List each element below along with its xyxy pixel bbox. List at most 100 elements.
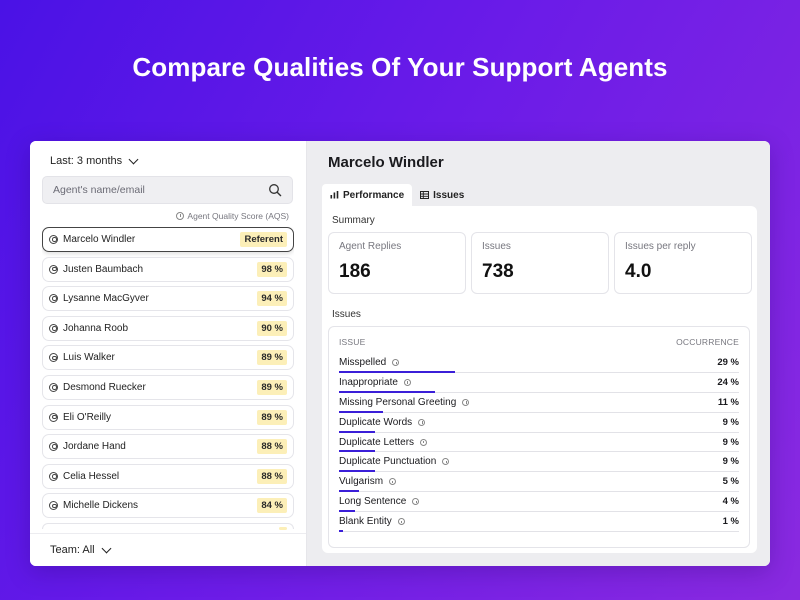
issue-occurrence: 9 % (722, 456, 739, 468)
stat-value: 738 (482, 261, 514, 282)
agent-score-badge: 88 % (257, 468, 287, 484)
stat-card: Issues per reply 4.0 (614, 232, 752, 294)
agent-name: Eli O'Reilly (63, 411, 112, 423)
issue-row[interactable]: Missing Personal Greeting 11 % (339, 393, 739, 413)
issue-occurrence: 1 % (722, 516, 739, 528)
info-icon[interactable] (420, 438, 428, 446)
issue-rows: Misspelled 29 % Inappropriate 24 % Missing P… (339, 353, 739, 533)
agent-score-badge: 89 % (257, 379, 287, 395)
issue-row[interactable]: Long Sentence 4 % (339, 492, 739, 513)
agent-name: Desmond Ruecker (63, 381, 146, 393)
user-icon (49, 382, 58, 392)
issue-name: Long Sentence (339, 496, 407, 508)
info-icon[interactable] (403, 378, 411, 386)
issue-row[interactable]: Duplicate Letters 9 % (339, 433, 739, 453)
agent-score-badge: 89 % (257, 350, 287, 366)
info-icon[interactable] (462, 398, 470, 406)
issue-row[interactable]: Duplicate Words 9 % (339, 413, 739, 433)
user-icon (49, 235, 58, 244)
issue-occurrence: 9 % (722, 416, 739, 428)
info-icon[interactable] (418, 418, 426, 426)
issue-name: Misspelled (339, 356, 387, 368)
period-label: Last: 3 months (50, 155, 123, 167)
agent-sidebar: Last: 3 months Agent Quality Score (AQS)… (30, 141, 307, 566)
agent-row[interactable]: Jordane Hand 88 % (42, 434, 294, 460)
agent-row[interactable]: Michelle Dickens 84 % (42, 493, 294, 519)
issue-occurrence-bar (339, 490, 359, 493)
stat-card: Agent Replies 186 (328, 232, 466, 294)
search-icon[interactable] (268, 183, 282, 197)
issue-name: Vulgarism (339, 476, 384, 488)
issue-label: Vulgarism (339, 476, 397, 488)
issue-label: Missing Personal Greeting (339, 396, 470, 408)
performance-panel: Summary Agent Replies 186 Issues 738 Issues … (322, 206, 757, 553)
user-icon (49, 471, 58, 481)
issue-occurrence: 24 % (717, 376, 739, 388)
issue-name: Missing Personal Greeting (339, 396, 457, 408)
agent-row[interactable]: Eli O'Reilly 89 % (42, 404, 294, 430)
agent-row[interactable]: Marcelo Windler Referent (42, 227, 294, 252)
issue-occurrence-bar (339, 510, 355, 513)
user-icon (49, 264, 58, 274)
info-icon[interactable] (442, 458, 450, 466)
issue-label: Misspelled (339, 356, 400, 368)
tab-performance[interactable]: Performance (322, 184, 413, 206)
agent-row[interactable]: Johanna Roob 90 % (42, 315, 294, 341)
agent-row-partial[interactable] (42, 522, 294, 530)
agent-score-badge (279, 526, 287, 530)
agent-score-badge: 84 % (257, 498, 287, 514)
stat-label: Issues (482, 241, 511, 252)
agent-name: Luis Walker (63, 352, 115, 364)
agent-title: Marcelo Windler (328, 154, 444, 171)
team-dropdown[interactable]: Team: All (30, 533, 306, 566)
issue-occurrence-bar (339, 430, 375, 433)
issues-title: Issues (332, 309, 361, 320)
user-icon (49, 353, 58, 363)
aqs-legend: Agent Quality Score (AQS) (176, 211, 289, 221)
tab-issues[interactable]: Issues (412, 184, 472, 206)
info-icon[interactable] (412, 498, 420, 506)
agent-score-badge: 89 % (257, 409, 287, 425)
issue-label: Duplicate Words (339, 417, 426, 428)
table-icon (420, 191, 430, 199)
agent-row[interactable]: Desmond Ruecker 89 % (42, 374, 294, 400)
agent-search-input[interactable] (53, 184, 268, 196)
stat-label: Issues per reply (625, 241, 696, 252)
team-label: Team: All (50, 544, 95, 556)
stat-label: Agent Replies (339, 241, 402, 252)
issue-row[interactable]: Blank Entity 1 % (339, 512, 739, 533)
user-icon (49, 294, 58, 304)
user-icon (49, 442, 58, 452)
issue-occurrence: 9 % (722, 436, 739, 448)
issue-occurrence: 11 % (717, 396, 739, 408)
issue-row[interactable]: Duplicate Punctuation 9 % (339, 452, 739, 473)
bar-chart-icon (330, 191, 339, 199)
info-icon[interactable] (389, 478, 397, 486)
agent-row[interactable]: Luis Walker 89 % (42, 345, 294, 371)
agent-name: Lysanne MacGyver (63, 293, 149, 305)
chevron-down-icon (128, 154, 139, 164)
period-dropdown[interactable]: Last: 3 months (50, 154, 139, 167)
agent-row[interactable]: Celia Hessel 88 % (42, 463, 294, 489)
clock-icon (176, 212, 185, 220)
info-icon[interactable] (397, 518, 405, 526)
issue-occurrence-bar (339, 370, 455, 373)
agent-row[interactable]: Lysanne MacGyver 94 % (42, 286, 294, 312)
issue-occurrence-bar (339, 530, 343, 533)
issue-occurrence-bar (339, 450, 375, 453)
summary-title: Summary (332, 215, 375, 226)
agent-row[interactable]: Justen Baumbach 98 % (42, 256, 294, 282)
issue-occurrence: 5 % (722, 476, 739, 488)
issue-row[interactable]: Inappropriate 24 % (339, 373, 739, 393)
info-icon[interactable] (392, 358, 400, 366)
agent-name: Justen Baumbach (63, 263, 144, 275)
stat-card: Issues 738 (471, 232, 609, 294)
issue-occurrence-bar (339, 410, 383, 413)
issue-column-header: ISSUE (339, 337, 366, 347)
issue-row[interactable]: Misspelled 29 % (339, 353, 739, 373)
agent-name: Marcelo Windler (63, 234, 136, 245)
issues-table-header: ISSUE OCCURRENCE (339, 337, 739, 347)
agent-score-badge: 88 % (257, 439, 287, 455)
agent-score-badge: 94 % (257, 291, 287, 307)
issue-row[interactable]: Vulgarism 5 % (339, 472, 739, 493)
